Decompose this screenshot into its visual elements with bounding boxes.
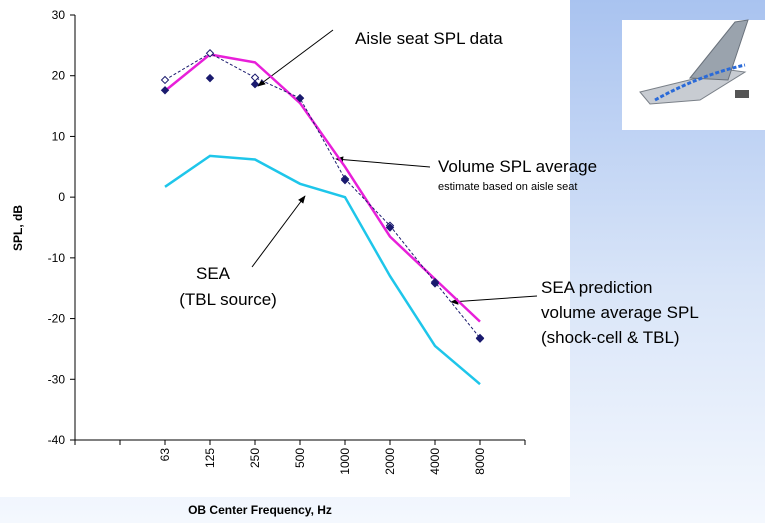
- data-point: [205, 73, 215, 83]
- x-tick-label: 500: [293, 448, 307, 468]
- annotation: Volume SPL average: [438, 157, 597, 176]
- series-line: [164, 154, 481, 386]
- x-tick-label: 4000: [428, 448, 442, 475]
- y-tick-label: -10: [48, 251, 66, 265]
- y-axis-label: SPL, dB: [11, 205, 25, 251]
- x-tick-label: 125: [203, 448, 217, 468]
- y-tick-label: -40: [48, 433, 66, 447]
- x-axis-label: OB Center Frequency, Hz: [188, 503, 332, 517]
- chart-area: [0, 0, 570, 497]
- series-line: [164, 52, 481, 339]
- x-tick-label: 8000: [473, 448, 487, 475]
- annotation: SEA: [196, 264, 231, 283]
- x-axis-ticks: [74, 440, 526, 445]
- data-point: [295, 93, 305, 103]
- y-tick-label: 0: [58, 190, 65, 204]
- x-tick-label: 250: [248, 448, 262, 468]
- y-tick-label: 20: [52, 69, 66, 83]
- x-tick-label: 63: [158, 448, 172, 462]
- annotation: (shock-cell & TBL): [541, 328, 680, 347]
- data-point: [475, 334, 485, 343]
- y-tick-label: -30: [48, 372, 66, 386]
- data-point: [205, 49, 215, 58]
- x-tick-label: 1000: [338, 448, 352, 475]
- annotation: volume average SPL: [541, 303, 699, 322]
- annotation: Aisle seat SPL data: [355, 29, 503, 48]
- x-tick-label: 2000: [383, 448, 397, 475]
- data-point: [250, 80, 260, 89]
- data-point: [340, 175, 350, 185]
- series-line: [164, 53, 481, 323]
- y-tick-label: 10: [52, 129, 66, 143]
- y-tick-label: 30: [52, 8, 66, 22]
- annotation: (TBL source): [179, 290, 277, 309]
- annotation: SEA prediction: [541, 278, 653, 297]
- data-point: [160, 75, 170, 85]
- airplane-icon: [622, 19, 765, 130]
- data-point: [160, 86, 170, 95]
- data-point: [385, 223, 395, 232]
- y-tick-label: -20: [48, 312, 66, 326]
- annotation: estimate based on aisle seat: [438, 181, 577, 193]
- data-point: [430, 279, 440, 288]
